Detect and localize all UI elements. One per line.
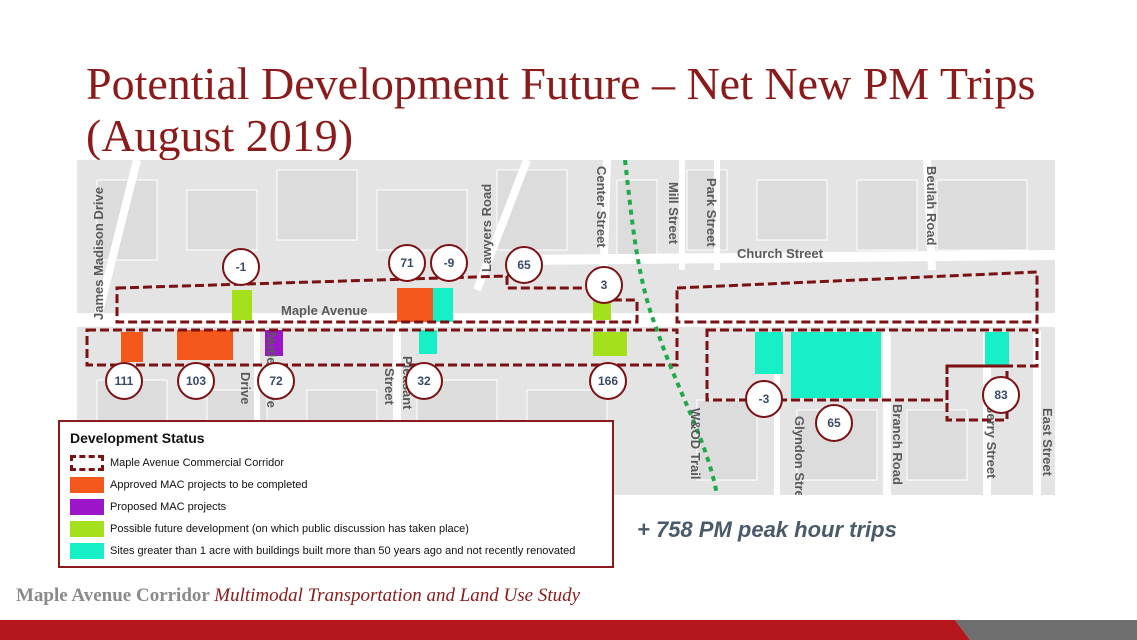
map-legend: Development Status Maple Avenue Commerci…: [58, 420, 614, 568]
legend-label: Approved MAC projects to be completed: [110, 479, 308, 491]
peak-trip-summary: + 758 PM peak hour trips: [637, 517, 897, 542]
footer-subtitle: Multimodal Transportation and Land Use S…: [214, 585, 581, 606]
trip-count-badge: -3: [745, 380, 783, 418]
street-label-center: Center Street: [594, 166, 609, 248]
street-label-drive: Drive: [238, 372, 253, 405]
proposed-swatch: [70, 499, 104, 515]
corridor-map: James Madison Drive Lawyers Road Center …: [77, 160, 1055, 495]
street-label-beulah: Beulah Road: [924, 166, 939, 246]
trip-count-badge: -1: [222, 248, 260, 286]
street-label-branch: Branch Road: [890, 404, 905, 485]
legend-label: Proposed MAC projects: [110, 501, 227, 513]
street-label-berry: Berry Street: [984, 404, 999, 479]
possible-swatch: [70, 521, 104, 537]
street-label-church: Church Street: [737, 246, 823, 261]
trip-count-badge: 65: [815, 404, 853, 442]
trip-count-badge: 111: [105, 362, 143, 400]
legend-item: Approved MAC projects to be completed: [70, 474, 602, 496]
street-label-maple: Maple Avenue: [281, 303, 368, 318]
footer-bar: [0, 620, 1137, 640]
trip-count-badge: -9: [430, 244, 468, 282]
approved-swatch: [70, 477, 104, 493]
footer-main: Maple Avenue Corridor: [16, 585, 210, 606]
street-label-park: Park Street: [704, 178, 719, 247]
legend-item: Possible future development (on which pu…: [70, 518, 602, 540]
street-label-mill: Mill Street: [666, 182, 681, 245]
trip-count-badge: 32: [405, 362, 443, 400]
page-title: Potential Development Future – Net New P…: [86, 58, 1036, 161]
legend-label: Possible future development (on which pu…: [110, 523, 469, 535]
street-label-lawyers: Lawyers Road: [479, 183, 494, 272]
street-label-james-madison: James Madison Drive: [91, 187, 106, 320]
trip-count-badge: 83: [982, 376, 1020, 414]
trip-count-badge: 103: [177, 362, 215, 400]
street-label-east: East Street: [1040, 408, 1055, 476]
legend-label: Sites greater than 1 acre with buildings…: [110, 545, 576, 557]
trip-count-badge: 3: [585, 266, 623, 304]
legend-label: Maple Avenue Commercial Corridor: [110, 457, 285, 469]
trip-count-badge: 166: [589, 362, 627, 400]
trip-count-badge: 71: [388, 244, 426, 282]
legend-item: Sites greater than 1 acre with buildings…: [70, 540, 602, 562]
street-label-street: Street: [382, 368, 397, 405]
sites-swatch: [70, 543, 104, 559]
trip-count-badge: 72: [257, 362, 295, 400]
street-label-glyndon: Glyndon Street: [792, 416, 807, 495]
trail-label: W&OD Trail: [688, 408, 703, 480]
corridor-swatch: [70, 455, 104, 471]
footer-title: Maple Avenue Corridor Multimodal Transpo…: [16, 585, 580, 607]
legend-item: Maple Avenue Commercial Corridor: [70, 452, 602, 474]
legend-title: Development Status: [70, 430, 205, 446]
trip-count-badge: 65: [505, 246, 543, 284]
trail-line: [623, 160, 719, 495]
legend-item: Proposed MAC projects: [70, 496, 602, 518]
